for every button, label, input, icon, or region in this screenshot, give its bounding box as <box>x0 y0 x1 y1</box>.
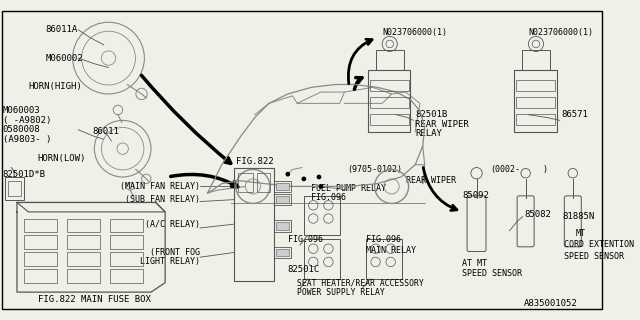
FancyArrowPatch shape <box>348 39 372 84</box>
Text: 82501D*B: 82501D*B <box>3 170 46 179</box>
Bar <box>4 177 24 200</box>
Text: M060003: M060003 <box>3 107 40 116</box>
Text: 81885N: 81885N <box>563 212 595 221</box>
Bar <box>234 168 274 281</box>
Bar <box>304 239 340 279</box>
Text: FIG.822: FIG.822 <box>236 157 273 166</box>
Bar <box>257 173 270 192</box>
Bar <box>515 70 557 132</box>
Bar <box>370 80 408 91</box>
Bar <box>276 249 289 256</box>
Bar <box>274 181 291 192</box>
Text: (MAIN FAN RELAY): (MAIN FAN RELAY) <box>120 182 200 191</box>
Circle shape <box>285 172 290 177</box>
Text: 85092: 85092 <box>462 191 489 200</box>
Text: REAR WIPER: REAR WIPER <box>415 120 469 129</box>
Bar <box>370 114 408 125</box>
Text: FUEL PUMP RELAY: FUEL PUMP RELAY <box>312 184 387 193</box>
Text: N023706000(1): N023706000(1) <box>529 28 593 37</box>
Text: SPEED SENSOR: SPEED SENSOR <box>462 269 522 278</box>
Bar <box>516 80 555 91</box>
Bar <box>276 196 289 204</box>
Text: 82501B: 82501B <box>415 110 447 119</box>
Text: HORN(LOW): HORN(LOW) <box>38 154 86 163</box>
Text: MAIN RELAY: MAIN RELAY <box>366 246 416 255</box>
Bar <box>111 236 143 249</box>
Text: 82501C: 82501C <box>288 265 320 274</box>
Bar <box>274 220 291 232</box>
Bar <box>111 269 143 283</box>
Text: POWER SUPPLY RELAY: POWER SUPPLY RELAY <box>297 288 385 297</box>
Bar <box>111 252 143 266</box>
Bar <box>368 70 410 132</box>
Bar <box>24 236 56 249</box>
Text: (SUB FAN RELAY): (SUB FAN RELAY) <box>125 195 200 204</box>
Text: 86011A: 86011A <box>45 25 77 34</box>
Bar <box>274 247 291 258</box>
Text: SPEED SENSOR: SPEED SENSOR <box>564 252 624 261</box>
Text: CORD EXTENTION: CORD EXTENTION <box>564 240 634 249</box>
Bar <box>8 181 20 196</box>
Text: RELAY: RELAY <box>415 129 442 138</box>
Bar <box>67 236 100 249</box>
Text: FIG.822 MAIN FUSE BOX: FIG.822 MAIN FUSE BOX <box>38 295 150 304</box>
Text: (A/C RELAY): (A/C RELAY) <box>145 220 200 229</box>
Text: (0002-: (0002- <box>491 165 521 174</box>
Bar <box>67 219 100 232</box>
Bar <box>366 239 402 279</box>
Text: AT MT: AT MT <box>462 259 488 268</box>
Text: 86011: 86011 <box>92 127 119 136</box>
Circle shape <box>317 175 321 179</box>
Circle shape <box>319 184 323 189</box>
Bar <box>516 97 555 108</box>
FancyArrowPatch shape <box>423 167 457 211</box>
Text: 86571: 86571 <box>561 110 588 119</box>
Text: HORN(HIGH): HORN(HIGH) <box>28 82 82 91</box>
Bar <box>276 222 289 230</box>
Text: FIG.096: FIG.096 <box>366 235 401 244</box>
Bar <box>370 97 408 108</box>
Bar <box>238 173 253 192</box>
Text: ( -A9802): ( -A9802) <box>3 116 51 125</box>
Bar <box>516 114 555 125</box>
Bar <box>304 196 340 236</box>
Text: 85082: 85082 <box>525 210 552 219</box>
Text: M060002: M060002 <box>45 53 83 63</box>
Circle shape <box>301 177 306 181</box>
Text: LIGHT RELAY): LIGHT RELAY) <box>140 257 200 267</box>
Text: SEAT HEATER/REAR ACCESSORY: SEAT HEATER/REAR ACCESSORY <box>297 278 424 287</box>
Text: (9705-0102): (9705-0102) <box>348 165 403 174</box>
Bar <box>67 269 100 283</box>
Bar <box>67 252 100 266</box>
Bar <box>376 50 404 70</box>
Bar <box>24 252 56 266</box>
Text: N023706000(1): N023706000(1) <box>382 28 447 37</box>
Text: (A9803- ): (A9803- ) <box>3 135 51 144</box>
Text: 0580008: 0580008 <box>3 125 40 134</box>
Bar <box>522 50 550 70</box>
Text: MT: MT <box>575 229 586 238</box>
Text: (FRONT FOG: (FRONT FOG <box>150 248 200 257</box>
Text: FIG.096: FIG.096 <box>312 193 346 202</box>
Bar <box>24 269 56 283</box>
Bar <box>276 183 289 190</box>
Bar <box>111 219 143 232</box>
Text: ): ) <box>543 165 548 174</box>
Bar <box>274 194 291 205</box>
Text: FIG.096: FIG.096 <box>288 235 323 244</box>
Bar <box>24 219 56 232</box>
Text: A835001052: A835001052 <box>524 299 577 308</box>
Text: REAR WIPER: REAR WIPER <box>406 176 456 185</box>
